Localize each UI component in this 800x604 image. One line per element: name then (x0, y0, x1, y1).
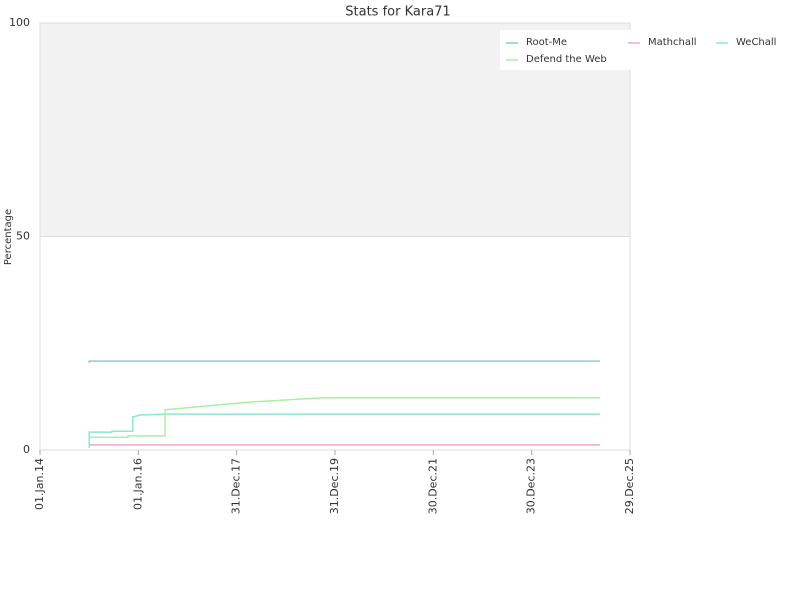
series-line (88, 413, 600, 448)
x-tick-label: 29.Dec.25 (623, 458, 636, 514)
legend-box (500, 30, 790, 70)
y-tick-label: 100 (9, 16, 30, 29)
legend-label: Defend the Web (526, 54, 607, 65)
y-tick-label: 0 (23, 443, 30, 456)
chart-title: Stats for Kara71 (345, 5, 450, 20)
legend-label: Root-Me (526, 37, 567, 48)
x-tick-label: 31.Dec.17 (230, 458, 243, 514)
x-tick-label: 31.Dec.19 (328, 458, 341, 514)
x-tick-label: 01.Jan.16 (131, 458, 144, 510)
y-axis-label: Percentage (3, 209, 14, 265)
x-tick-label: 30.Dec.23 (525, 458, 538, 514)
y-tick-label: 50 (16, 230, 30, 243)
series-line (89, 397, 600, 438)
x-tick-label: 30.Dec.21 (426, 458, 439, 514)
legend-label: WeChall (736, 37, 776, 48)
legend-label: Mathchall (648, 37, 697, 48)
series-line (88, 360, 600, 363)
x-tick-label: 01.Jan.14 (33, 458, 46, 510)
